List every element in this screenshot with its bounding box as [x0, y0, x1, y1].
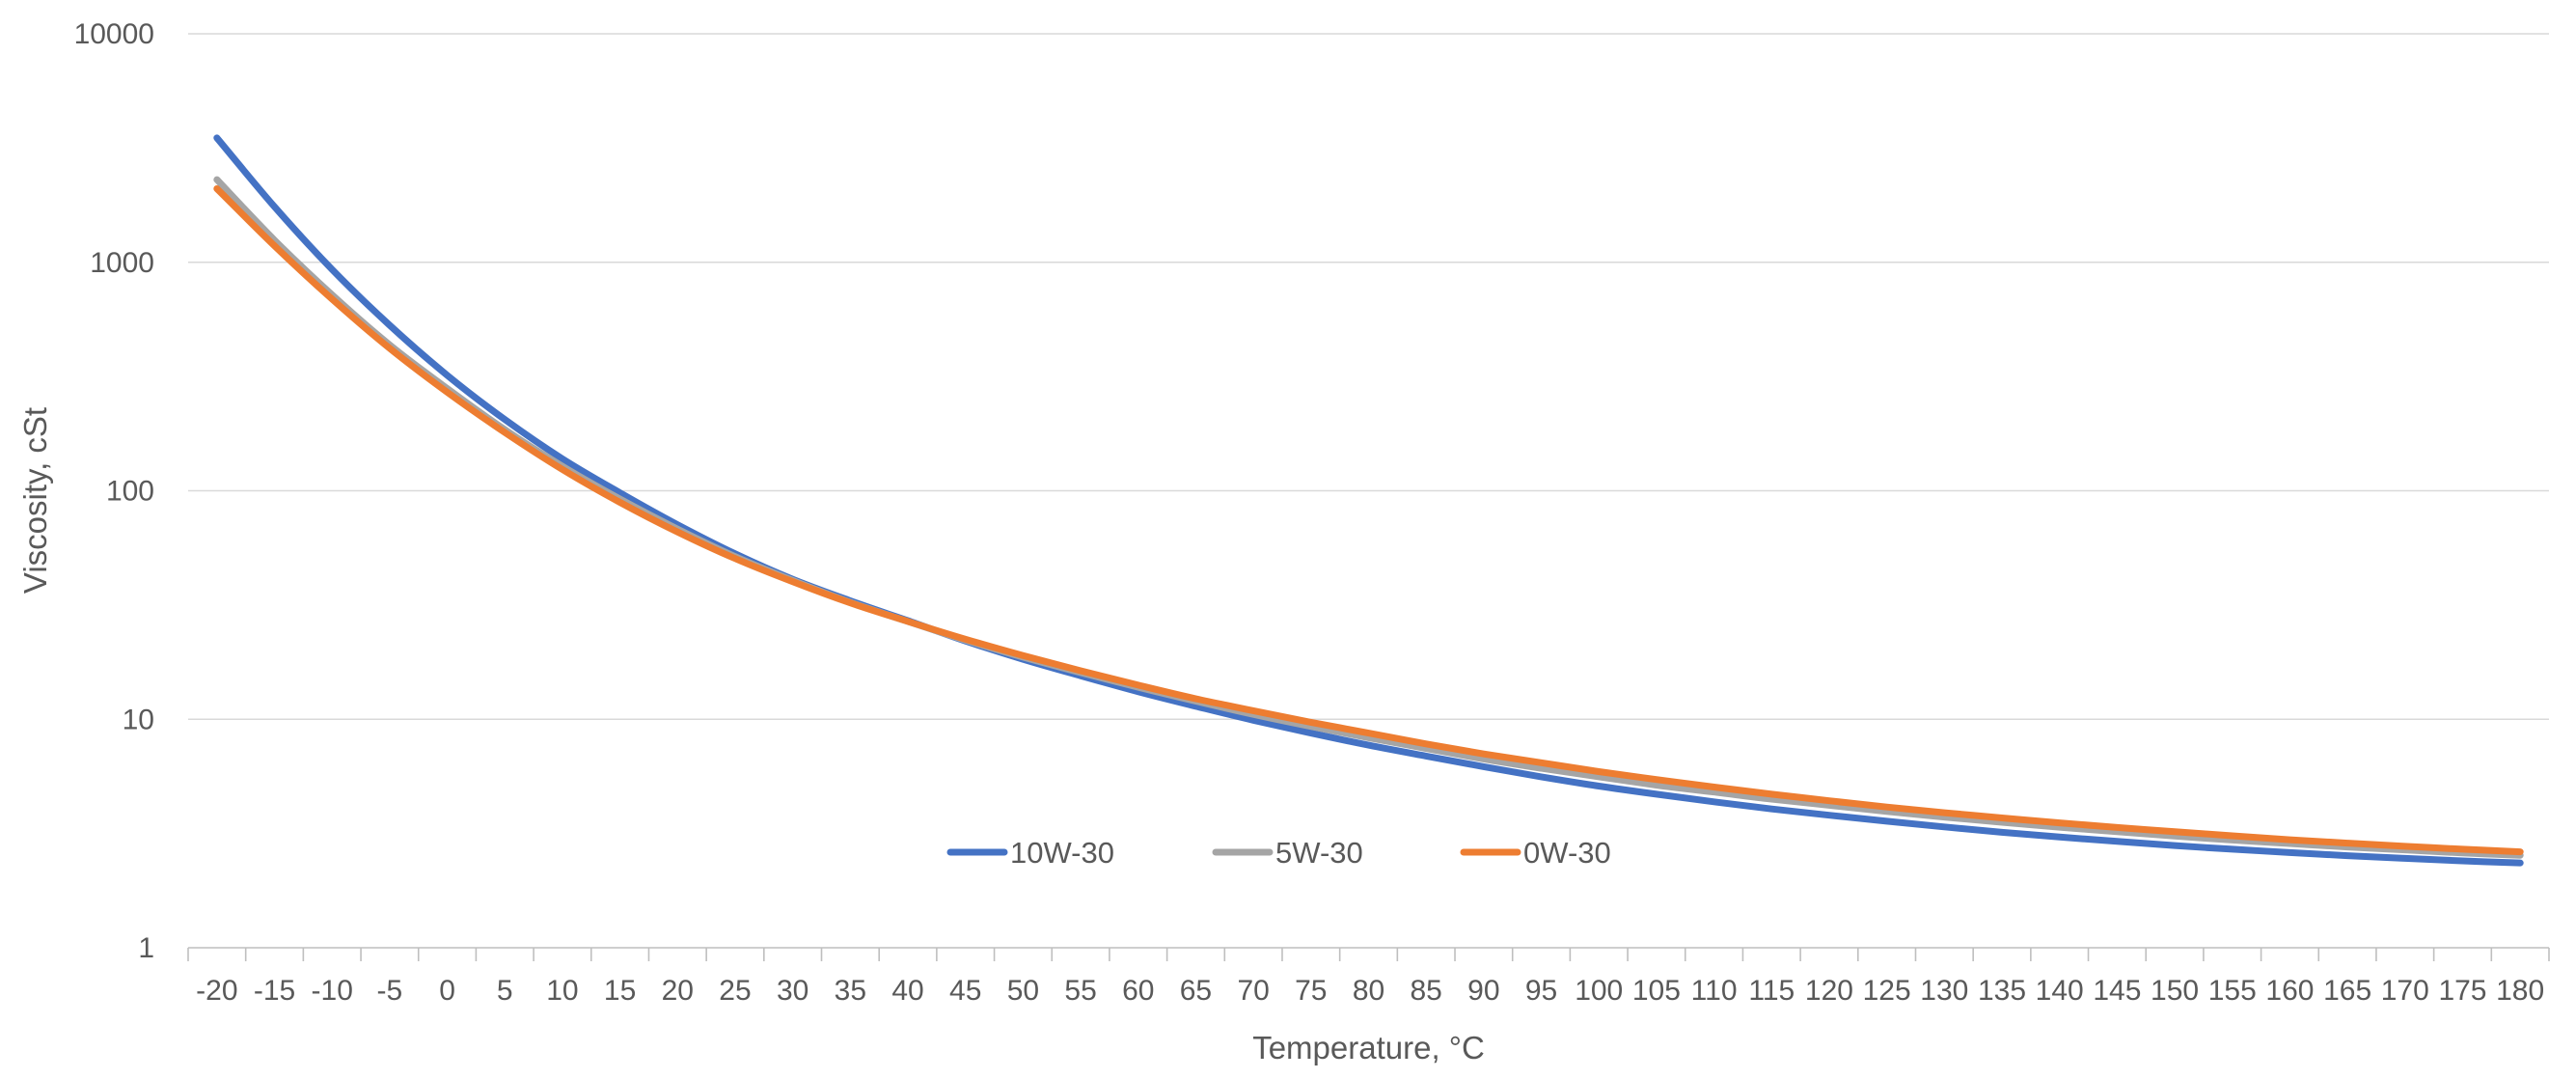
y-tick-label: 100: [106, 476, 154, 508]
legend: 10W-30 5W-30 0W-30: [946, 836, 1611, 870]
x-tick-label: 180: [2496, 975, 2544, 1007]
x-axis-title: Temperature, °C: [1252, 1030, 1485, 1065]
y-tick-label: 1: [138, 932, 154, 964]
x-tick-label: 120: [1805, 975, 1853, 1007]
x-tick-label: 60: [1122, 975, 1154, 1007]
x-tick-label: 130: [1920, 975, 1968, 1007]
x-tick-label: 160: [2265, 975, 2314, 1007]
x-axis-ticks: -20 -15 -10 -5 0 5 10 15 20 25 30 35 40 45 50 55 60 65 70 7…: [187, 948, 2550, 1007]
x-tick-label: 145: [2093, 975, 2141, 1007]
x-tick-label: 25: [719, 975, 751, 1007]
y-axis-ticks: 1 10 100 1000 10000: [74, 18, 154, 964]
x-tick-label: 10: [546, 975, 578, 1007]
x-tick-label: 85: [1410, 975, 1441, 1007]
x-tick-label: 90: [1467, 975, 1499, 1007]
x-tick-label: 40: [891, 975, 923, 1007]
x-tick-label: 5: [497, 975, 513, 1007]
series-line-5w-30: [213, 176, 2524, 859]
series-line-10w-30: [213, 134, 2524, 867]
x-tick-label: 170: [2381, 975, 2429, 1007]
series-line-0w-30: [213, 185, 2524, 856]
y-tick-label: 10000: [74, 18, 154, 50]
legend-label: 0W-30: [1523, 836, 1611, 870]
x-tick-label: 135: [1978, 975, 2026, 1007]
x-tick-label: 150: [2151, 975, 2199, 1007]
x-tick-label: 165: [2323, 975, 2371, 1007]
x-tick-label: 105: [1632, 975, 1681, 1007]
x-tick-label: 70: [1237, 975, 1269, 1007]
x-tick-label: 110: [1691, 975, 1738, 1007]
x-tick-label: -10: [312, 975, 353, 1007]
x-tick-label: 65: [1180, 975, 1212, 1007]
x-tick-label: 80: [1353, 975, 1384, 1007]
x-tick-label: 125: [1863, 975, 1911, 1007]
x-tick-label: -5: [377, 975, 403, 1007]
x-tick-label: 30: [777, 975, 808, 1007]
series-lines: [213, 134, 2524, 867]
gridlines: [188, 33, 2549, 721]
x-tick-label: 0: [439, 975, 455, 1007]
x-tick-label: 155: [2208, 975, 2257, 1007]
legend-label: 5W-30: [1275, 836, 1363, 870]
x-tick-label: -20: [196, 975, 237, 1007]
x-tick-label: 75: [1295, 975, 1327, 1007]
x-tick-label: 20: [662, 975, 694, 1007]
x-tick-label: 15: [604, 975, 636, 1007]
legend-label: 10W-30: [1010, 836, 1114, 870]
x-tick-label: 140: [2036, 975, 2084, 1007]
y-tick-label: 10: [123, 704, 154, 735]
x-tick-label: 175: [2438, 975, 2486, 1007]
x-tick-label: 50: [1007, 975, 1039, 1007]
x-tick-label: -15: [254, 975, 295, 1007]
y-tick-label: 1000: [90, 247, 154, 279]
x-tick-label: 95: [1525, 975, 1557, 1007]
x-tick-label: 100: [1575, 975, 1623, 1007]
x-tick-label: 55: [1064, 975, 1096, 1007]
x-tick-label: 45: [949, 975, 981, 1007]
x-tick-label: 35: [835, 975, 866, 1007]
y-axis-title: Viscosity, cSt: [17, 407, 53, 594]
x-tick-label: 115: [1748, 975, 1795, 1007]
